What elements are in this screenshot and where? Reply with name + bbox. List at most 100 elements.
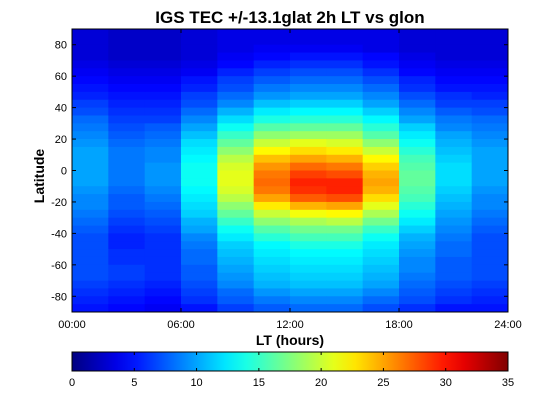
heatmap-cell	[108, 296, 146, 305]
heatmap-cell	[72, 264, 109, 274]
heatmap-cell	[72, 52, 109, 61]
heatmap-cell	[217, 272, 255, 281]
heatmap-cell	[399, 36, 436, 46]
heatmap-cell	[435, 60, 473, 69]
heatmap-cell	[326, 186, 364, 195]
heatmap-cell	[362, 304, 400, 313]
heatmap-cell	[471, 123, 509, 132]
heatmap-cell	[217, 233, 255, 242]
heatmap-cell	[144, 139, 182, 148]
heatmap-cell	[435, 296, 473, 305]
heatmap-cell	[181, 84, 218, 93]
heatmap-cell	[399, 201, 436, 211]
heatmap-cell	[290, 272, 327, 281]
heatmap-cell	[253, 91, 291, 101]
colorbar-ticks: 0 5 10 15 20 25 30 35	[69, 352, 514, 389]
heatmap-cell	[108, 84, 146, 93]
heatmap-cell	[290, 225, 327, 234]
heatmap-cell	[181, 217, 218, 226]
heatmap-cell	[217, 44, 255, 53]
heatmap-cell	[471, 209, 509, 219]
heatmap-cell	[108, 115, 146, 124]
heatmap-cell	[217, 131, 255, 140]
y-tick-label: -80	[51, 291, 67, 303]
heatmap-cell	[326, 264, 364, 274]
heatmap-cell	[435, 249, 473, 258]
heatmap-cell	[108, 280, 146, 289]
heatmap-cell	[144, 194, 182, 203]
heatmap-cell	[399, 52, 436, 61]
heatmap-cell	[326, 225, 364, 234]
y-tick-label: 0	[61, 166, 67, 178]
x-axis: 00:00 06:00 12:00 18:00 24:00	[58, 29, 522, 331]
heatmap-cell	[217, 217, 255, 226]
heatmap-cell	[72, 280, 109, 289]
heatmap-cell	[290, 249, 327, 258]
y-tick-label: -40	[51, 228, 67, 240]
heatmap-cell	[326, 280, 364, 289]
heatmap-cell	[253, 68, 291, 77]
heatmap-cell	[144, 186, 182, 195]
heatmap-cell	[362, 296, 400, 305]
heatmap-cell	[217, 146, 255, 156]
colorbar-tick-label: 15	[253, 377, 265, 389]
heatmap-cell	[399, 186, 436, 195]
heatmap-cell	[290, 186, 327, 195]
heatmap-cell	[253, 84, 291, 93]
heatmap-cell	[144, 146, 182, 156]
heatmap-cell	[181, 201, 218, 211]
heatmap-cell	[326, 217, 364, 226]
heatmap-cell	[290, 178, 327, 187]
heatmap-cell	[362, 162, 400, 171]
heatmap-cell	[399, 60, 436, 69]
heatmap-cell	[108, 44, 146, 53]
heatmap-cell	[72, 84, 109, 93]
heatmap-cell	[181, 272, 218, 281]
heatmap-cell	[399, 91, 436, 101]
heatmap-cell	[399, 256, 436, 266]
heatmap-cell	[399, 233, 436, 242]
heatmap-cell	[399, 272, 436, 281]
heatmap-cell	[72, 170, 109, 179]
heatmap-cell	[435, 131, 473, 140]
x-tick-label: 12:00	[276, 319, 304, 331]
heatmap-cell	[471, 44, 509, 53]
heatmap-cell	[217, 76, 255, 85]
heatmap-cell	[326, 107, 364, 116]
heatmap-cell	[326, 296, 364, 305]
heatmap-cell	[399, 249, 436, 258]
heatmap-cell	[435, 91, 473, 101]
heatmap-cell	[435, 36, 473, 46]
heatmap-cell	[290, 36, 327, 46]
y-tick-label: 20	[55, 134, 67, 146]
heatmap-cell	[72, 154, 109, 164]
heatmap-cell	[217, 209, 255, 219]
heatmap-cell	[362, 60, 400, 69]
heatmap-cell	[144, 272, 182, 281]
heatmap-cell	[181, 225, 218, 234]
heatmap-cell	[72, 60, 109, 69]
heatmap-cell	[181, 178, 218, 187]
heatmap-cell	[217, 304, 255, 313]
heatmap-cell	[326, 91, 364, 101]
heatmap-cell	[362, 249, 400, 258]
heatmap-cell	[362, 131, 400, 140]
heatmap-cell	[435, 146, 473, 156]
heatmap-cell	[362, 272, 400, 281]
heatmap-cell	[253, 76, 291, 85]
heatmap-cell	[108, 241, 146, 250]
heatmap-cell	[362, 115, 400, 124]
heatmap-cell	[253, 60, 291, 69]
heatmap-cell	[144, 60, 182, 69]
heatmap-cell	[326, 123, 364, 132]
heatmap-cell	[435, 44, 473, 53]
heatmap-cell	[326, 201, 364, 211]
heatmap-cell	[108, 107, 146, 116]
heatmap-cell	[72, 162, 109, 171]
heatmap-cell	[217, 264, 255, 274]
heatmap-cell	[108, 304, 146, 313]
heatmap-cell	[217, 249, 255, 258]
heatmap-cell	[72, 29, 109, 38]
heatmap-cell	[471, 162, 509, 171]
